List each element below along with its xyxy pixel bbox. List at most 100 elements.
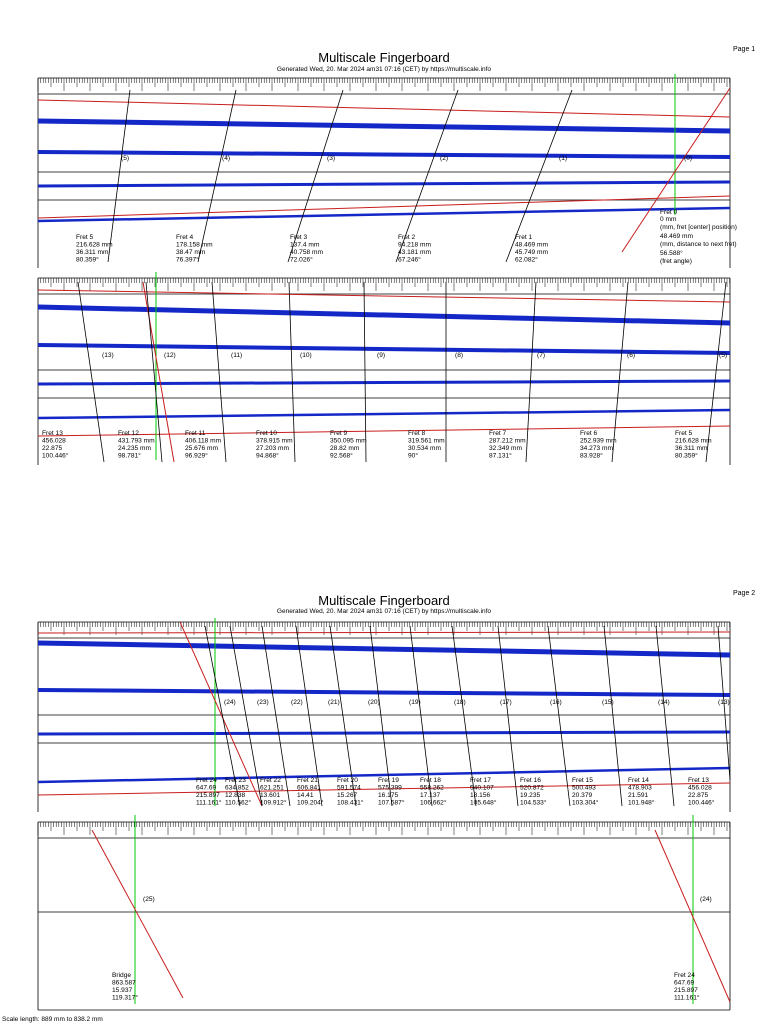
- fret-label-distance: 19.235: [520, 792, 541, 799]
- fret-label-angle: 56.588°: [660, 249, 683, 257]
- fret-number-label: (15): [602, 699, 614, 706]
- fret-label-distance: 12.838: [225, 792, 246, 799]
- string-line: [37, 730, 731, 736]
- fret-label-distance: 45.749 mm: [515, 249, 548, 256]
- fret-label-position: 621.251: [260, 785, 284, 792]
- fret-twelve-marker-line: [142, 281, 175, 463]
- page-number-label: Page 2: [733, 590, 756, 597]
- fret-number-label: (8): [455, 352, 463, 359]
- fret-label-position: 606.841: [297, 785, 321, 792]
- fret-number-label: (21): [328, 699, 340, 706]
- fret-label-distance: 32.349 mm: [489, 445, 522, 452]
- fret-label-name: Fret 6: [580, 430, 598, 437]
- fret-label-name: Fret 19: [378, 777, 399, 784]
- fret-label-position: 378.915 mm: [256, 438, 293, 445]
- fret-label-position: 178.158 mm: [176, 242, 213, 249]
- fret-label-angle-note: (fret angle): [660, 258, 692, 265]
- fret-line: [655, 625, 675, 807]
- fret-label-position: 287.212 mm: [489, 438, 526, 445]
- fret-label-name: Fret 15: [572, 777, 593, 784]
- fret-label-distance: 22.875: [688, 792, 709, 799]
- fret-number-label: (10): [300, 352, 312, 359]
- fret-number-label: (5): [121, 155, 129, 162]
- fret-label-distance: 15.937: [112, 987, 133, 994]
- fret-number-label: (25): [143, 896, 155, 903]
- fret-label-angle: 90°: [408, 452, 418, 460]
- fret-line: [603, 625, 623, 807]
- fret-24-marker-line: [179, 621, 263, 807]
- fret-number-label: (24): [700, 896, 712, 903]
- fret-number-label: (16): [550, 699, 562, 706]
- fret-line: [107, 89, 131, 263]
- fret-label-name: Fret 13: [42, 430, 63, 437]
- fret-line: [329, 625, 357, 807]
- fret-line: [497, 625, 519, 807]
- fret-line: [288, 281, 296, 463]
- fret-number-label: (18): [454, 699, 466, 706]
- fret-label-distance: 215.897: [674, 987, 698, 994]
- fret-label-name: Fret 5: [675, 430, 693, 437]
- fret-line: [261, 625, 291, 807]
- fret-number-label: (17): [500, 699, 512, 706]
- fret-label-name: Fret 7: [489, 430, 507, 437]
- fret-label-position-note: (mm, fret [center] position): [660, 224, 737, 231]
- fret-label-position: 634.852: [225, 785, 249, 792]
- fret-label-distance: 16.175: [378, 792, 399, 799]
- fret-label-angle: 98.781°: [118, 452, 141, 460]
- fret-line: [705, 281, 727, 463]
- fret-number-label: (23): [257, 699, 269, 706]
- fret-label-name: Fret 14: [628, 777, 649, 784]
- fret-number-label: (13): [102, 352, 114, 359]
- fret-label-position: 406.118 mm: [185, 438, 222, 445]
- fret-label-angle: 119.317°: [112, 994, 138, 1002]
- fret-label-distance: 43.181 mm: [398, 249, 431, 256]
- fret-label-distance: 48.469 mm: [660, 233, 693, 240]
- nut-line: [621, 87, 731, 253]
- fret-label-name: Fret 12: [118, 430, 139, 437]
- fret-label-name: Fret 16: [520, 777, 541, 784]
- fret-label-distance: 30.534 mm: [408, 445, 441, 452]
- page-subtitle: Generated Wed, 20. Mar 2024 am31 07:16 (…: [276, 66, 492, 73]
- fret-label-position: 478.903: [628, 785, 652, 792]
- fret-label-angle: 80.359°: [675, 452, 698, 460]
- fret-label-distance: 20.379: [572, 792, 593, 799]
- fret-label-position: 319.561 mm: [408, 438, 445, 445]
- fret-line: [295, 625, 323, 807]
- fret-label-name: Fret 1: [515, 234, 533, 241]
- fret-label-name: Fret 9: [330, 430, 348, 437]
- fret-label-angle: 103.304°: [572, 799, 599, 807]
- string-line: [37, 688, 731, 697]
- fret-number-label: (19): [409, 699, 421, 706]
- fret-label-angle: 108.431°: [337, 799, 364, 807]
- fret-label-name: Fret 17: [470, 777, 491, 784]
- fret-label-position: 540.107: [470, 785, 494, 792]
- fret-label-name: Fret 5: [76, 234, 94, 241]
- fret-label-name: Fret 21: [297, 777, 318, 784]
- fret-label-distance: 18.156: [470, 792, 491, 799]
- fret-label-position: 647.69: [674, 980, 695, 987]
- fret-label-angle: 111.161°: [196, 799, 222, 807]
- fret-number-label: (3): [327, 155, 335, 162]
- fret-number-label: (12): [164, 352, 176, 359]
- fingerboard-edge-line: [37, 425, 731, 437]
- fret-label-angle: 76.397°: [176, 256, 199, 264]
- page-number-label: Page 1: [733, 46, 756, 53]
- fret-label-name: Fret 3: [290, 234, 308, 241]
- fret-line: [451, 625, 477, 807]
- fret-label-position: 216.628 mm: [76, 242, 113, 249]
- string-line: [37, 408, 731, 420]
- string-line: [37, 766, 731, 784]
- fret-line: [197, 89, 237, 263]
- fret-label-name: Fret 11: [185, 430, 206, 437]
- fret-line: [287, 89, 344, 263]
- fret-label-name: Fret 8: [408, 430, 426, 437]
- page-title: Multiscale Fingerboard: [318, 593, 450, 608]
- page-title: Multiscale Fingerboard: [318, 50, 450, 65]
- fret-number-label: (2): [440, 155, 448, 162]
- fret-line: [395, 89, 459, 263]
- fret-label-distance: 17.137: [420, 792, 441, 799]
- fret-label-position: 500.493: [572, 785, 596, 792]
- fret-number-label: (1): [559, 155, 567, 162]
- fingerboard-edge-line: [37, 195, 731, 219]
- fret-line: [211, 281, 227, 463]
